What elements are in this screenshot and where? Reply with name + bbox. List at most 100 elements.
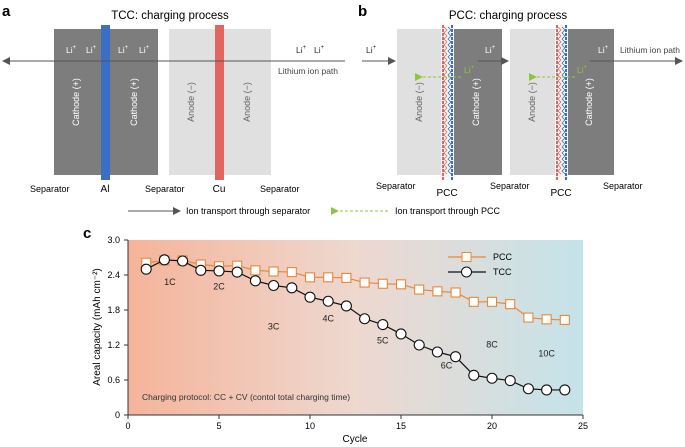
data-point-pcc [450,287,461,298]
data-point-tcc [450,351,462,363]
data-point-pcc [505,299,516,310]
lithium-path-label: Lithium ion path [620,45,680,55]
anode-block [510,29,556,175]
data-point-tcc [504,375,516,387]
data-point-pcc [323,272,334,283]
li-ion: Li+ [139,45,150,55]
separator-label: Separator [490,181,530,191]
al-current-collector [101,25,110,180]
y-tick-label: 3.0 [107,235,120,245]
separator-label: Separator [376,181,416,191]
panel-a-title: TCC: charging process [111,10,229,22]
cathode-block [453,29,502,175]
data-point-pcc [377,278,388,289]
data-point-tcc [468,369,480,381]
cathode-label-1: Cathode (+) [471,78,481,126]
data-point-tcc [158,254,170,266]
data-point-pcc [341,272,352,283]
panel-a-letter: a [2,3,11,20]
li-ion: Li+ [296,45,307,55]
panel-b-letter: b [358,3,367,20]
al-label: Al [101,184,110,195]
rate-label: 10C [538,349,555,359]
data-point-tcc [431,346,443,358]
data-point-tcc [541,384,553,396]
pcc-label: PCC [436,188,457,199]
x-tick-label: 5 [216,421,221,431]
x-tick-label: 15 [396,421,406,431]
y-tick-label: 0.6 [107,375,120,385]
data-point-pcc [486,296,498,307]
cu-current-collector [215,25,224,180]
data-point-pcc [304,272,316,283]
rate-label: 6C [441,360,453,370]
data-point-tcc [304,291,316,303]
data-point-pcc [395,279,407,290]
separator-label: Separator [260,184,300,194]
anode-label-2: Anode (−) [242,82,252,122]
li-ion: Li+ [86,45,97,55]
li-ion: Li+ [577,65,588,75]
li-ion: Li+ [464,65,475,75]
data-point-tcc [377,319,389,331]
li-ion: Li+ [66,45,77,55]
data-point-tcc [522,383,534,395]
panel-c-letter: c [83,225,91,242]
anode-label-1: Anode (−) [186,82,196,122]
separator-transport-label: Ion transport through separator [186,206,310,216]
data-point-tcc [213,265,225,277]
cathode-block [567,29,614,175]
data-point-tcc [231,266,243,278]
cathode-label-2: Cathode (+) [584,78,594,126]
x-tick-label: 25 [578,421,588,431]
series-group [140,254,571,396]
anode-block [397,29,442,175]
pcc-transport-label: Ion transport through PCC [395,206,501,216]
anode-label-2: Anode (−) [527,82,537,122]
charging-protocol-annotation: Charging protocol: CC + CV (contol total… [142,392,350,402]
separator-label: Separator [30,184,70,194]
data-point-pcc [432,286,443,297]
axes: 0 5 10 15 20 25 0 0.6 1.2 1.8 2.4 3.0 [107,235,588,431]
y-axis-label: Areal capacity (mAh cm⁻²) [92,268,103,386]
data-point-pcc [559,314,570,325]
x-tick-label: 20 [487,421,497,431]
li-ion: Li+ [598,45,609,55]
data-point-pcc [468,296,479,307]
cathode-label-1: Cathode (+) [71,78,81,126]
panel-c-chart: c 0 5 10 15 20 25 0 0.6 1.2 1.8 2.4 3.0 1C 2C 3C 4C 5C 6… [83,225,588,445]
legend-label-tcc: TCC [493,267,512,277]
separator-label: Separator [603,181,643,191]
data-point-pcc [359,277,370,288]
chart-legend: PCC TCC [448,252,513,278]
rate-label: 5C [377,335,389,345]
rate-label: 3C [268,321,280,331]
data-point-tcc [413,339,425,351]
y-tick-label: 1.2 [107,340,120,350]
rate-labels: 1C 2C 3C 4C 5C 6C 8C 10C [164,277,555,370]
data-point-pcc [268,266,279,277]
data-point-tcc [486,372,498,384]
rate-label: 2C [213,282,225,292]
li-ion: Li+ [366,45,377,55]
anode-label-1: Anode (−) [414,82,424,122]
data-point-tcc [268,279,280,292]
panel-b-title: PCC: charging process [449,10,567,22]
li-ion: Li+ [118,45,129,55]
lithium-path-label: Lithium ion path [278,66,338,76]
cathode-label-2: Cathode (+) [129,78,139,126]
data-point-tcc [286,282,298,294]
data-point-pcc [541,314,552,325]
x-tick-label: 0 [125,421,130,431]
li-ion: Li+ [485,45,496,55]
rate-label: 4C [322,314,334,324]
rate-label: 8C [486,339,498,349]
separator-label: Separator [145,184,185,194]
x-axis-label: Cycle [342,434,367,445]
data-point-tcc [395,328,407,340]
data-point-tcc [559,384,571,396]
data-point-tcc [177,255,189,267]
pcc-collector [441,25,454,180]
data-point-tcc [340,300,352,312]
